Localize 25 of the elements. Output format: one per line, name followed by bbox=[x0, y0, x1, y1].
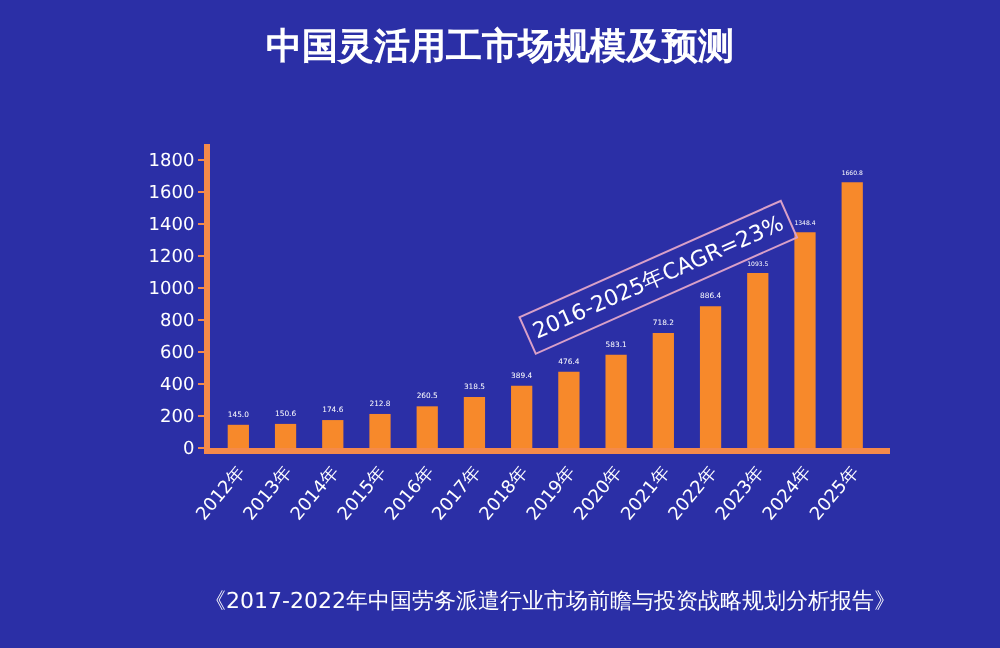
bar bbox=[227, 424, 249, 448]
bar bbox=[794, 232, 816, 448]
bar bbox=[322, 420, 344, 448]
y-tick-label: 0 bbox=[182, 440, 195, 461]
chart-title: 中国灵活用工市场规模及预测 bbox=[266, 25, 734, 68]
bar bbox=[841, 182, 863, 448]
bar bbox=[416, 406, 438, 448]
bar bbox=[463, 397, 486, 448]
y-tick-label: 600 bbox=[160, 344, 195, 365]
y-tick-label: 1200 bbox=[148, 248, 195, 269]
y-tick-label: 1000 bbox=[148, 280, 195, 301]
bar bbox=[652, 333, 674, 448]
bar bbox=[274, 423, 297, 448]
bar bbox=[699, 306, 722, 448]
y-tick-label: 800 bbox=[160, 312, 195, 333]
y-tick-label: 400 bbox=[160, 376, 195, 397]
bar bbox=[605, 354, 627, 448]
bar bbox=[558, 371, 580, 448]
y-tick-label: 1400 bbox=[148, 216, 195, 237]
y-tick-label: 200 bbox=[160, 408, 195, 429]
bar bbox=[511, 385, 533, 448]
y-tick-label: 1800 bbox=[148, 152, 195, 173]
y-tick-label: 1600 bbox=[148, 184, 195, 205]
bar bbox=[369, 413, 391, 448]
text: 《2017-2022年中国劳务派遣行业市场前瞻与投资战略规划分析报告》 bbox=[204, 588, 896, 614]
